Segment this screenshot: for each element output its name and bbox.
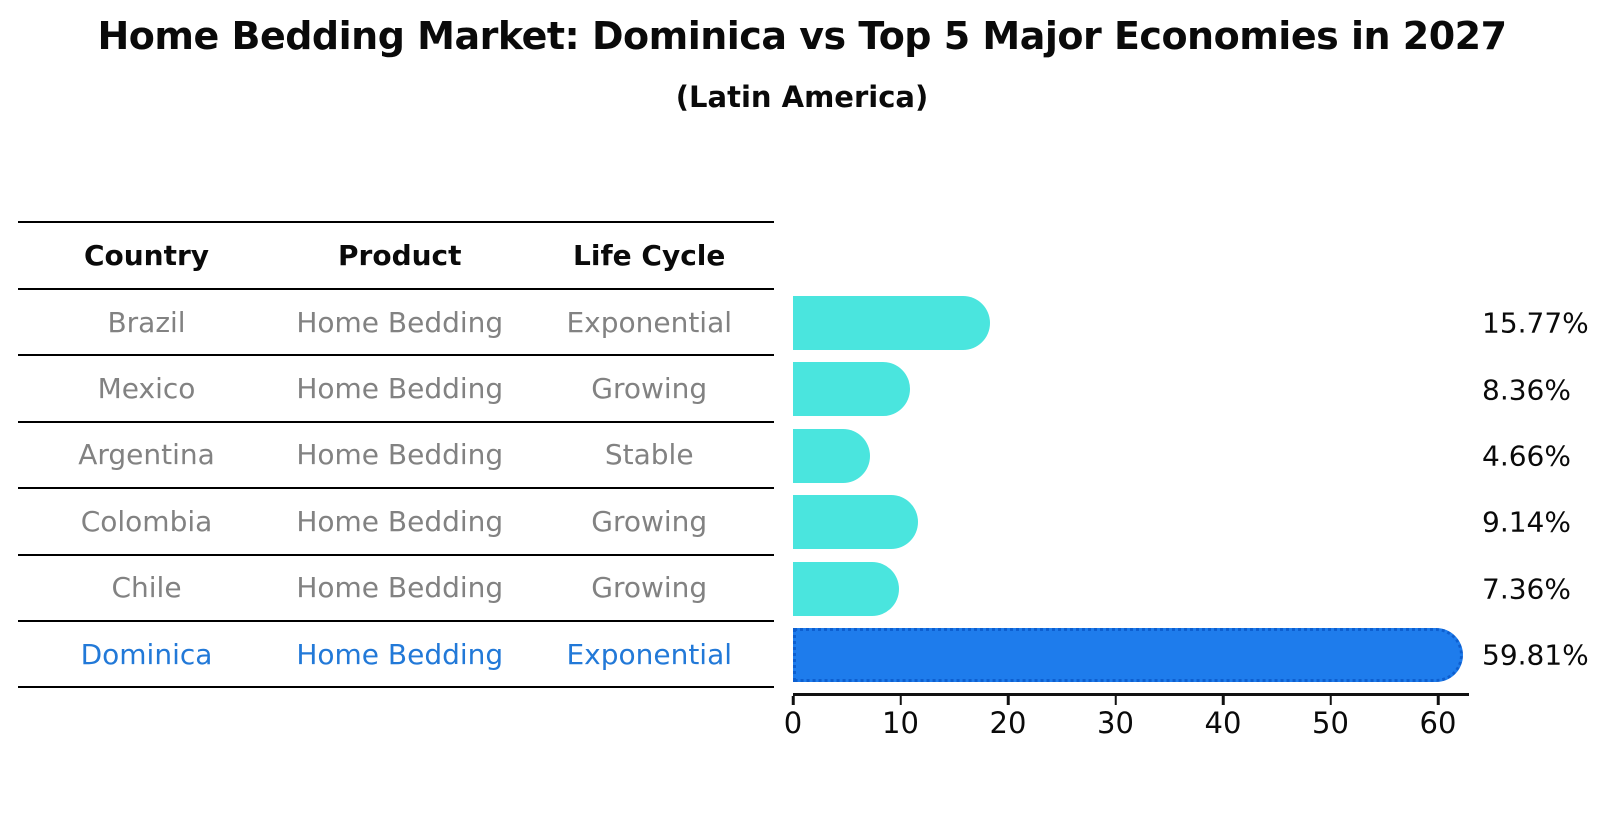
x-axis-tick bbox=[1006, 696, 1010, 705]
bar-row bbox=[793, 423, 1469, 489]
table-cell-life-cycle: Growing bbox=[591, 504, 708, 538]
table-cell-product: Home Bedding bbox=[296, 372, 504, 406]
chart-subtitle: (Latin America) bbox=[675, 80, 929, 114]
bar-mexico bbox=[793, 362, 910, 417]
table-cell-product: Home Bedding bbox=[296, 571, 504, 605]
x-axis-tick bbox=[1436, 696, 1440, 705]
bar-plot-area bbox=[793, 290, 1469, 689]
x-axis-tick bbox=[1114, 696, 1117, 705]
table-cell-product: Home Bedding bbox=[296, 504, 504, 538]
x-axis-tick bbox=[791, 696, 795, 705]
value-label-dominica: 59.81% bbox=[1482, 638, 1589, 672]
table-cell-product: Home Bedding bbox=[296, 305, 504, 339]
table-row: Dominica Home Bedding Exponential bbox=[18, 622, 774, 689]
value-label-argentina: 4.66% bbox=[1482, 439, 1571, 473]
bar-chile bbox=[793, 561, 900, 616]
x-axis-tick-label: 30 bbox=[1097, 706, 1134, 740]
table-cell-country: Dominica bbox=[80, 637, 213, 671]
value-label-brazil: 15.77% bbox=[1482, 306, 1589, 340]
bar-row bbox=[793, 356, 1469, 422]
table-row: Brazil Home Bedding Exponential bbox=[18, 290, 774, 357]
table-cell-life-cycle: Stable bbox=[604, 438, 694, 472]
table-header-row: Country Product Life Cycle bbox=[18, 223, 774, 290]
table-cell-product: Home Bedding bbox=[296, 438, 504, 472]
x-axis-tick-label: 40 bbox=[1204, 706, 1242, 740]
bar-brazil bbox=[793, 296, 990, 350]
bar-colombia bbox=[793, 495, 919, 550]
table-row: Argentina Home Bedding Stable bbox=[18, 423, 774, 490]
table-cell-life-cycle: Growing bbox=[591, 571, 708, 605]
x-axis-tick-label: 20 bbox=[989, 706, 1027, 740]
table-cell-country: Argentina bbox=[78, 438, 215, 472]
x-axis-tick-label: 60 bbox=[1419, 706, 1457, 740]
x-axis-tick bbox=[1329, 696, 1332, 705]
summary-table: Country Product Life Cycle Brazil Home Be… bbox=[18, 221, 774, 689]
bar-argentina bbox=[793, 428, 871, 483]
table-header-life-cycle: Life Cycle bbox=[573, 239, 726, 272]
bar-row bbox=[793, 290, 1469, 356]
x-axis-tick-label: 0 bbox=[783, 706, 803, 740]
x-axis-line bbox=[793, 693, 1469, 696]
table-row: Chile Home Bedding Growing bbox=[18, 556, 774, 622]
table-header-country: Country bbox=[83, 239, 210, 272]
table-row: Colombia Home Bedding Growing bbox=[18, 489, 774, 556]
bar-dominica bbox=[793, 627, 1463, 682]
table-cell-life-cycle: Exponential bbox=[566, 637, 733, 671]
x-axis-tick bbox=[1221, 696, 1225, 705]
table-cell-life-cycle: Growing bbox=[591, 372, 708, 406]
table-cell-country: Brazil bbox=[107, 305, 186, 339]
bar-row bbox=[793, 622, 1469, 688]
table-cell-product: Home Bedding bbox=[296, 637, 504, 671]
table-header-product: Product bbox=[338, 239, 462, 272]
table-cell-country: Mexico bbox=[97, 372, 196, 406]
table-cell-country: Chile bbox=[111, 571, 182, 605]
x-axis-tick bbox=[899, 696, 902, 705]
table-cell-life-cycle: Exponential bbox=[566, 305, 733, 339]
value-label-colombia: 9.14% bbox=[1482, 505, 1571, 539]
value-label-chile: 7.36% bbox=[1482, 572, 1571, 606]
bar-row bbox=[793, 556, 1469, 622]
table-cell-country: Colombia bbox=[80, 504, 213, 538]
value-label-mexico: 8.36% bbox=[1482, 373, 1571, 407]
x-axis-tick-label: 50 bbox=[1312, 706, 1349, 740]
table-row: Mexico Home Bedding Growing bbox=[18, 356, 774, 423]
x-axis-tick-label: 10 bbox=[882, 706, 919, 740]
chart-title: Home Bedding Market: Dominica vs Top 5 M… bbox=[97, 14, 1507, 58]
bar-row bbox=[793, 489, 1469, 555]
